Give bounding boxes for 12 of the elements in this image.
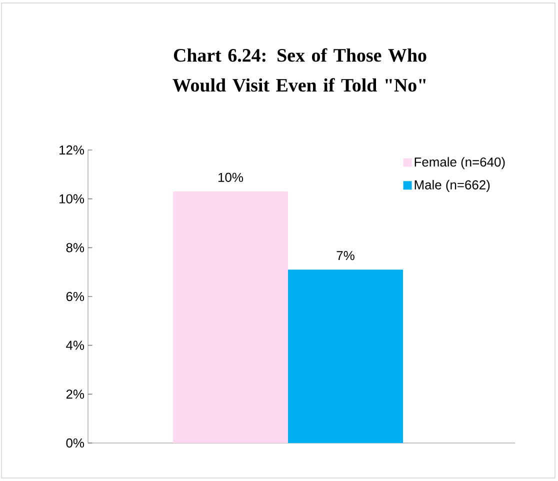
legend-label: Female (n=640) bbox=[414, 157, 505, 170]
y-tick-label: 0% bbox=[66, 438, 84, 448]
legend-label: Male (n=662) bbox=[414, 180, 490, 192]
y-tick-label: 4% bbox=[66, 340, 84, 350]
data-label: 10% bbox=[218, 172, 244, 182]
y-tick-label: 8% bbox=[66, 243, 84, 252]
data-label: 7% bbox=[336, 251, 354, 260]
y-tick-label: 6% bbox=[66, 292, 84, 302]
y-tick-label: 2% bbox=[66, 390, 84, 399]
y-tick-label: 10% bbox=[60, 194, 84, 204]
chart-title: Chart 6.24: Sex of Those Who Would Visit Even if Told "No" bbox=[172, 48, 426, 92]
y-tick-label: 12% bbox=[60, 145, 84, 155]
